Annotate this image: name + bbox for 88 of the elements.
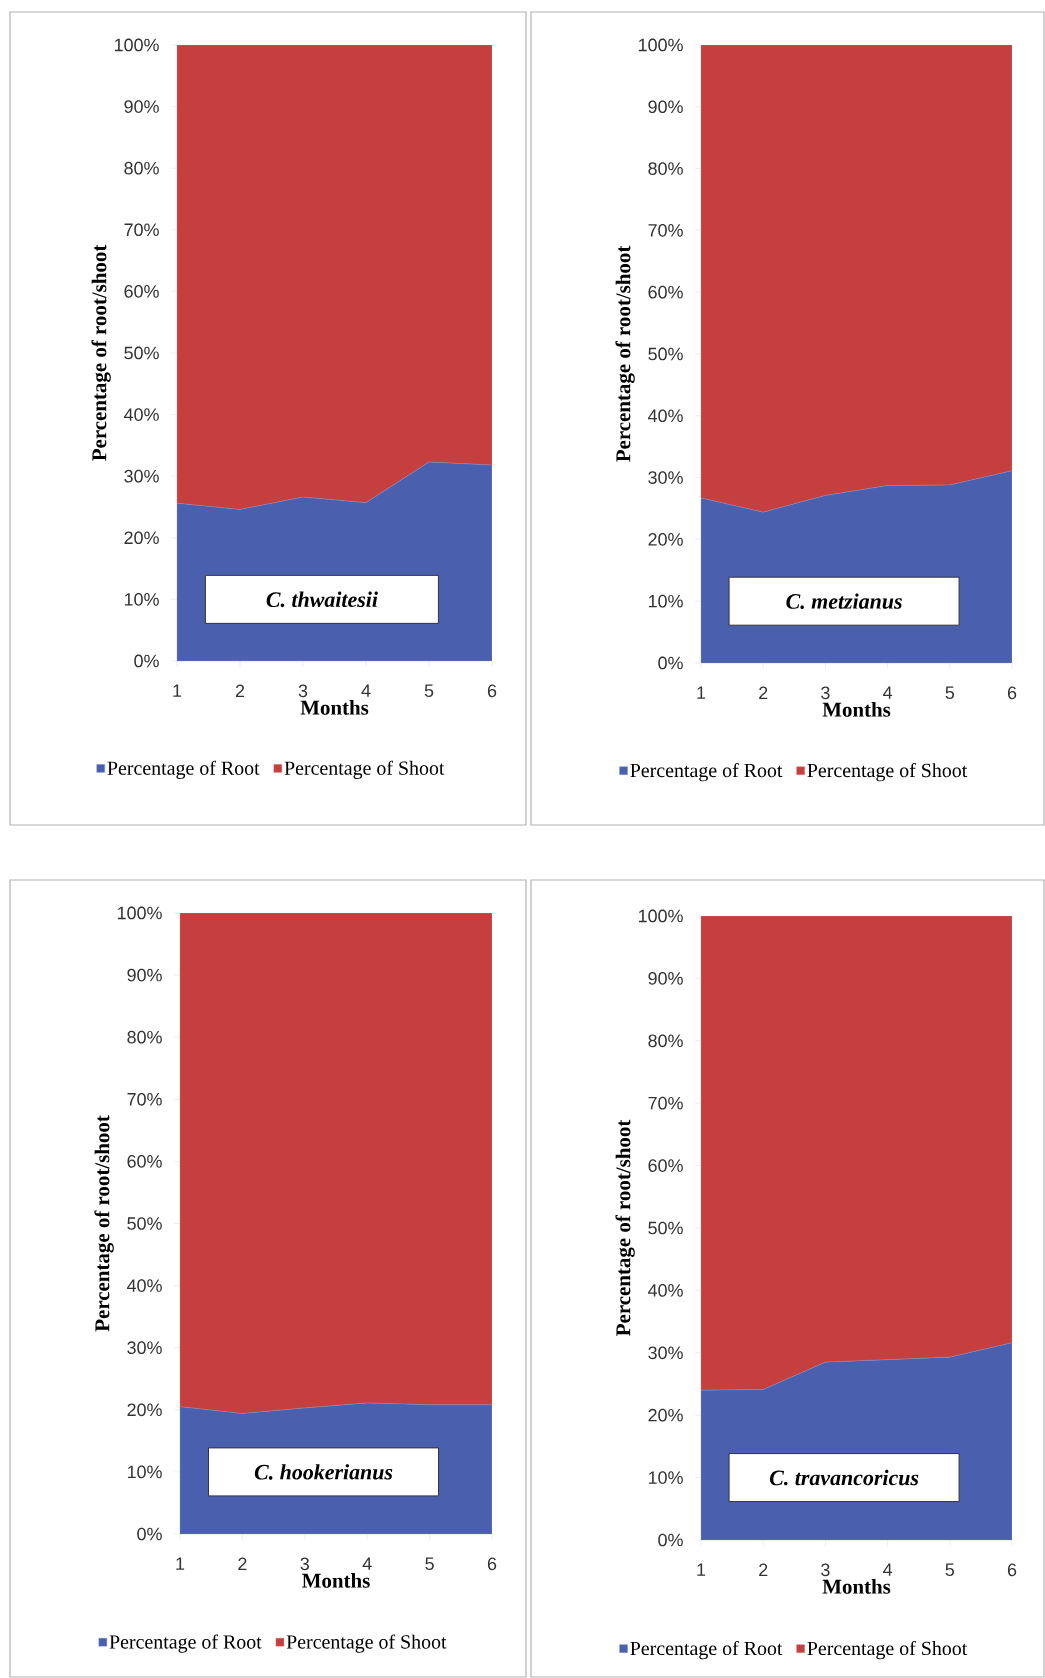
y-tick-label: 100% <box>114 38 159 52</box>
x-tick-label: 5 <box>424 684 434 698</box>
annotation: C. metzianus <box>786 593 902 609</box>
y-tick-label: 70% <box>127 1092 162 1106</box>
y-tick-label: 10% <box>648 594 683 608</box>
y-tick-label: 80% <box>124 161 159 175</box>
legend-label: Percentage of Root <box>630 762 783 782</box>
annotation: C. travancoricus <box>769 1469 919 1486</box>
y-tick-label: 10% <box>127 1465 162 1479</box>
legend-label: Percentage of Shoot <box>284 760 445 779</box>
x-axis-title: Months <box>822 1579 891 1594</box>
y-tick-label: 0% <box>658 1533 683 1547</box>
y-tick-label: 20% <box>648 1408 683 1422</box>
x-tick-label: 3 <box>821 686 830 700</box>
y-tick-label: 90% <box>124 100 159 113</box>
x-axis-title: Months <box>300 700 369 715</box>
y-tick-label: 70% <box>648 224 683 237</box>
y-tick-label: 30% <box>124 469 159 483</box>
x-tick-label: 6 <box>487 1557 497 1571</box>
legend-label: Percentage of Root <box>107 760 260 779</box>
legend-label: Percentage of Root <box>630 1640 783 1660</box>
x-tick-label: 3 <box>298 684 308 698</box>
y-tick-label: 90% <box>648 100 683 114</box>
y-tick-label: 10% <box>124 593 159 606</box>
y-tick-label: 50% <box>127 1217 162 1230</box>
y-tick-label: 50% <box>124 346 159 360</box>
x-tick-label: 3 <box>300 1557 309 1571</box>
y-tick-label: 0% <box>137 1527 162 1541</box>
y-tick-label: 70% <box>648 1096 683 1110</box>
x-tick-label: 5 <box>945 686 955 700</box>
y-tick-label: 20% <box>127 1403 162 1417</box>
y-tick-label: 100% <box>638 38 683 52</box>
y-tick-label: 0% <box>658 656 683 670</box>
x-tick-label: 2 <box>238 1557 247 1571</box>
legend-label: Percentage of Root <box>109 1634 262 1653</box>
legend-label: Percentage of Shoot <box>286 1634 447 1653</box>
x-tick-label: 6 <box>1007 686 1017 700</box>
y-tick-label: 80% <box>648 162 683 175</box>
y-tick-label: 60% <box>127 1155 162 1168</box>
x-tick-label: 4 <box>883 1563 893 1576</box>
y-tick-label: 100% <box>638 909 683 923</box>
y-tick-label: 30% <box>648 471 683 484</box>
y-tick-label: 80% <box>648 1034 683 1048</box>
x-tick-label: 1 <box>176 1557 185 1570</box>
y-tick-label: 60% <box>648 285 683 299</box>
x-axis-title: Months <box>302 1573 370 1588</box>
y-axis-title: Percentage of root/shoot <box>91 244 111 461</box>
y-tick-label: 40% <box>124 408 159 421</box>
x-axis-title: Months <box>822 702 891 717</box>
x-tick-label: 2 <box>235 684 245 698</box>
x-tick-label: 5 <box>945 1563 955 1577</box>
x-tick-label: 4 <box>883 686 893 699</box>
x-tick-label: 1 <box>697 1563 706 1576</box>
y-tick-label: 20% <box>648 533 683 546</box>
legend-label: Percentage of Shoot <box>807 762 968 782</box>
y-axis-title: Percentage of root/shoot <box>615 245 635 462</box>
y-tick-label: 40% <box>648 1284 683 1297</box>
y-tick-label: 20% <box>124 531 159 545</box>
annotation: C. hookerianus <box>254 1464 393 1480</box>
y-tick-label: 50% <box>648 347 683 361</box>
y-tick-label: 60% <box>124 285 159 298</box>
y-tick-label: 100% <box>117 906 162 920</box>
x-tick-label: 4 <box>362 1557 372 1570</box>
y-tick-label: 30% <box>648 1346 683 1360</box>
x-tick-label: 2 <box>759 1563 768 1577</box>
y-axis-title: Percentage of root/shoot <box>615 1119 635 1336</box>
x-tick-label: 4 <box>361 684 371 697</box>
x-tick-label: 1 <box>697 686 706 699</box>
x-tick-label: 5 <box>425 1557 434 1571</box>
y-tick-label: 40% <box>127 1279 162 1292</box>
annotation: C. thwaitesii <box>266 591 378 608</box>
y-tick-label: 50% <box>648 1221 683 1235</box>
x-tick-label: 3 <box>821 1563 830 1577</box>
y-tick-label: 80% <box>127 1030 162 1044</box>
y-tick-label: 90% <box>648 972 683 985</box>
y-axis-title: Percentage of root/shoot <box>94 1115 114 1332</box>
x-tick-label: 6 <box>1007 1563 1017 1577</box>
y-tick-label: 60% <box>648 1159 683 1172</box>
legend-label: Percentage of Shoot <box>807 1640 968 1660</box>
y-tick-label: 70% <box>124 223 159 237</box>
x-tick-label: 6 <box>487 684 497 698</box>
y-tick-label: 90% <box>127 968 162 982</box>
x-tick-label: 2 <box>759 686 768 700</box>
y-tick-label: 40% <box>648 409 683 423</box>
y-tick-label: 0% <box>134 654 159 668</box>
y-tick-label: 30% <box>127 1341 162 1355</box>
y-tick-label: 10% <box>648 1471 683 1484</box>
x-tick-label: 1 <box>173 684 182 697</box>
